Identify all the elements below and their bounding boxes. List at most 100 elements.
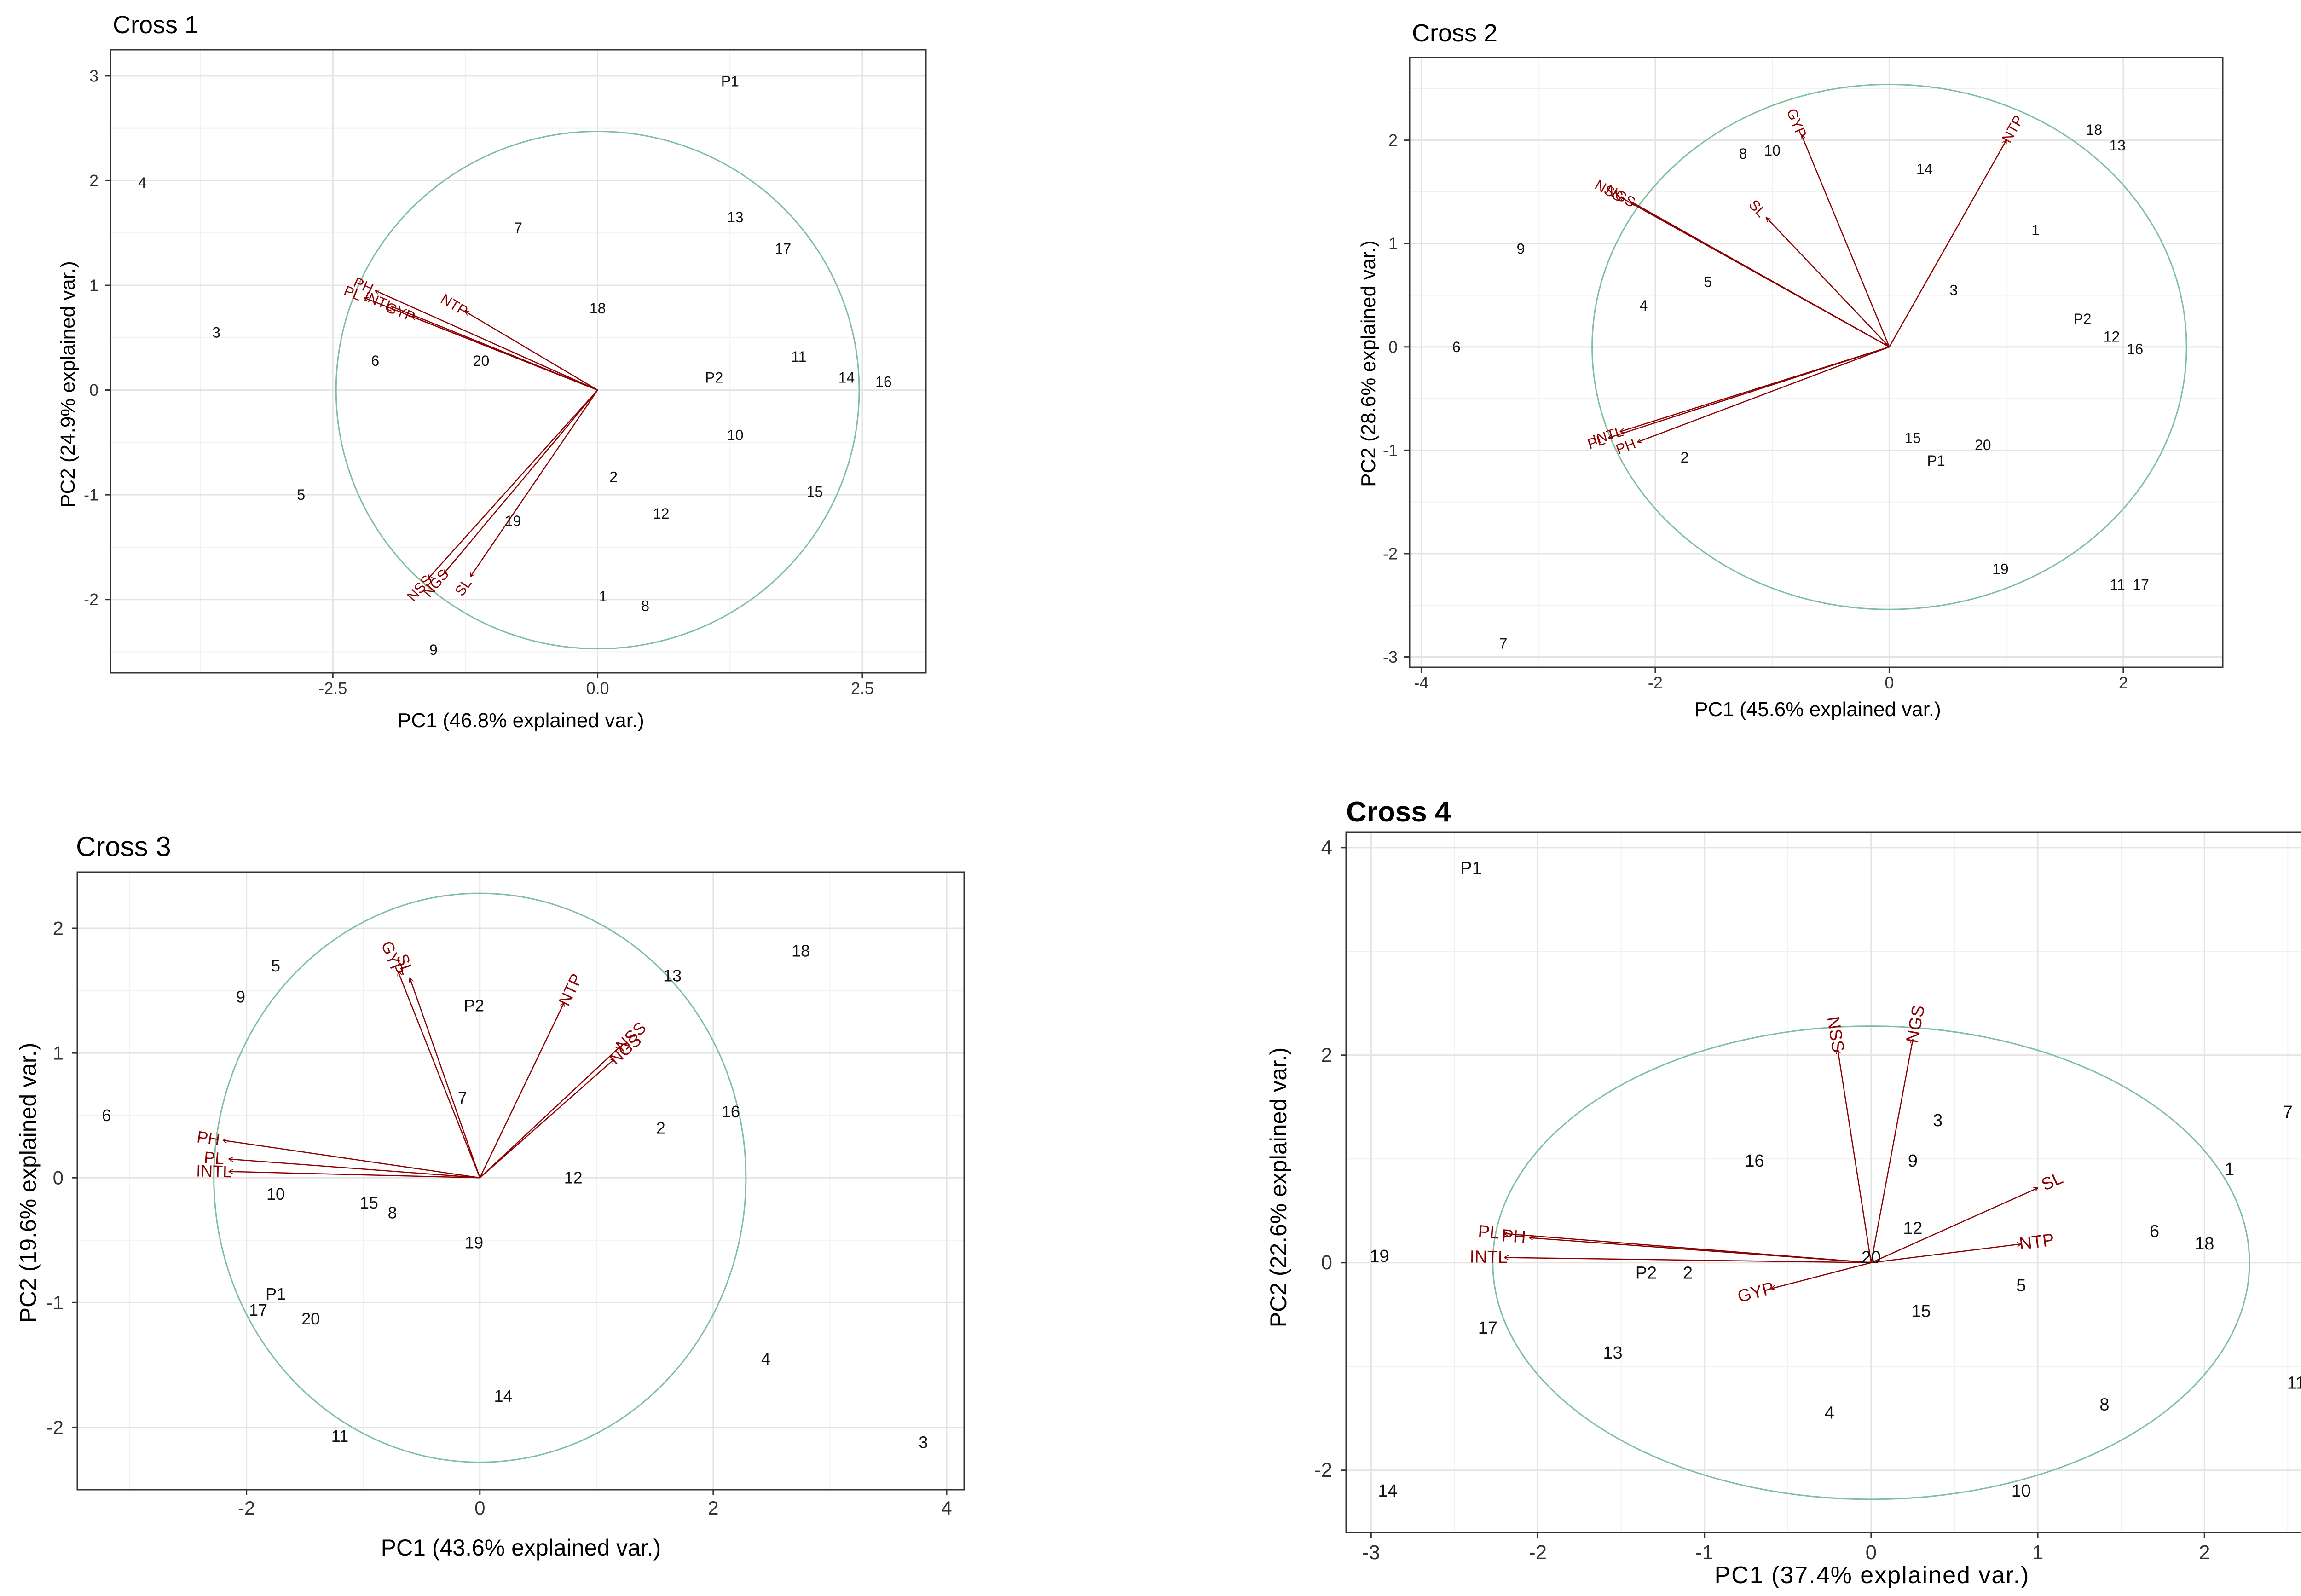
correlation-circle	[1591, 83, 2187, 610]
point-label: 9	[236, 988, 245, 1006]
loading-arrow-intl	[1620, 346, 1890, 432]
x-tick-label: 2	[2199, 1541, 2210, 1564]
loading-arrow-sl	[1871, 1188, 2038, 1263]
point-label: 10	[1764, 142, 1781, 159]
plot-frame	[1345, 831, 2301, 1533]
x-tick-label: -2	[1648, 673, 1663, 692]
point-label: P1	[1460, 859, 1481, 878]
point-label: 6	[102, 1106, 111, 1125]
point-label: 4	[1640, 297, 1648, 314]
y-tick-label: -3	[1383, 648, 1398, 666]
y-axis-title: PC2 (22.6% explained var.)	[1266, 1047, 1291, 1328]
plot-frame	[76, 871, 965, 1491]
loading-arrow-ntp	[1889, 140, 2006, 347]
y-tick-label: -2	[84, 590, 98, 609]
variable-label-ph: PH	[196, 1127, 221, 1149]
loading-arrow-intl	[1504, 1257, 1871, 1263]
correlation-circle	[335, 130, 860, 650]
x-tick-label: 0.0	[586, 679, 609, 698]
point-label: 15	[360, 1193, 378, 1212]
point-label: 10	[266, 1185, 285, 1203]
loading-arrow-gyp	[412, 317, 598, 391]
x-axis-title: PC1 (46.8% explained var.)	[398, 709, 644, 732]
loading-arrow-nss	[428, 389, 598, 579]
point-label: 2	[1683, 1263, 1693, 1283]
point-label: 12	[564, 1168, 583, 1187]
point-label: 11	[2110, 576, 2125, 593]
x-tick-label: -3	[1362, 1541, 1380, 1564]
point-label: 11	[331, 1427, 348, 1446]
point-label: 19	[505, 513, 521, 529]
point-label: 15	[1904, 429, 1921, 446]
plot-frame	[1409, 57, 2224, 668]
point-label: 2	[1681, 449, 1689, 466]
loading-arrow-ph	[375, 290, 598, 391]
loading-arrow-ph	[1529, 1238, 1871, 1263]
variable-label-ph: PH	[1501, 1226, 1526, 1247]
x-axis-title: PC1 (45.6% explained var.)	[1694, 698, 1941, 721]
x-tick-label: -4	[1414, 673, 1428, 692]
x-tick-label: 0	[474, 1497, 485, 1519]
x-tick-label: -1	[1695, 1541, 1713, 1564]
y-tick-label: -2	[1383, 544, 1398, 563]
point-label: 18	[2195, 1234, 2214, 1254]
loading-arrow-intl	[229, 1172, 480, 1179]
y-tick-label: 2	[1388, 131, 1398, 150]
point-label: P2	[705, 369, 723, 386]
point-label: 5	[271, 956, 280, 975]
point-label: 17	[2133, 576, 2149, 593]
point-label: 12	[1903, 1219, 1922, 1238]
point-label: 7	[514, 220, 522, 236]
point-label: 13	[2109, 137, 2126, 154]
point-label: 4	[761, 1349, 770, 1368]
x-tick-label: 4	[941, 1497, 952, 1519]
y-axis-title: PC2 (28.6% explained var.)	[1357, 240, 1380, 487]
point-label: 2	[609, 468, 618, 485]
point-label: 12	[653, 505, 670, 522]
point-label: 5	[297, 486, 305, 503]
point-label: 1	[2225, 1160, 2234, 1179]
y-tick-label: 0	[89, 381, 98, 399]
gridlines	[1410, 58, 2223, 667]
y-tick-label: -1	[1383, 441, 1398, 460]
y-tick-label: 2	[53, 918, 64, 939]
point-label: 6	[2150, 1222, 2159, 1241]
x-axis-title: PC1 (43.6% explained var.)	[381, 1535, 661, 1561]
point-label: 8	[2099, 1395, 2109, 1415]
x-tick-label: -2	[238, 1497, 255, 1519]
point-label: 12	[2104, 328, 2120, 345]
variable-label-pl: PL	[203, 1148, 225, 1168]
point-label: P1	[1927, 452, 1945, 469]
loading-arrow-ngs	[444, 389, 598, 573]
gridlines	[110, 50, 926, 673]
y-tick-label: 0	[53, 1167, 64, 1189]
point-label: 15	[1911, 1302, 1931, 1321]
loading-arrow-ph	[1638, 346, 1890, 442]
point-label: 17	[775, 240, 792, 257]
y-tick-label: 4	[1321, 836, 1332, 859]
y-tick-label: -2	[1314, 1459, 1332, 1481]
point-label: 9	[1517, 240, 1525, 257]
point-label: 20	[1975, 437, 1991, 453]
point-label: 10	[2012, 1481, 2031, 1501]
point-label: 18	[590, 300, 606, 317]
loading-arrow-ngs	[479, 1059, 614, 1179]
panel-title: Cross 4	[1346, 796, 1451, 828]
point-label: 8	[641, 597, 649, 614]
loading-arrow-sl	[410, 978, 480, 1178]
loading-arrow-nss	[479, 1047, 620, 1179]
point-label: 9	[1908, 1151, 1918, 1171]
point-label: 3	[919, 1433, 928, 1451]
point-label: 7	[1499, 635, 1507, 652]
point-label: 3	[1949, 282, 1958, 298]
point-label: 4	[1825, 1404, 1834, 1423]
